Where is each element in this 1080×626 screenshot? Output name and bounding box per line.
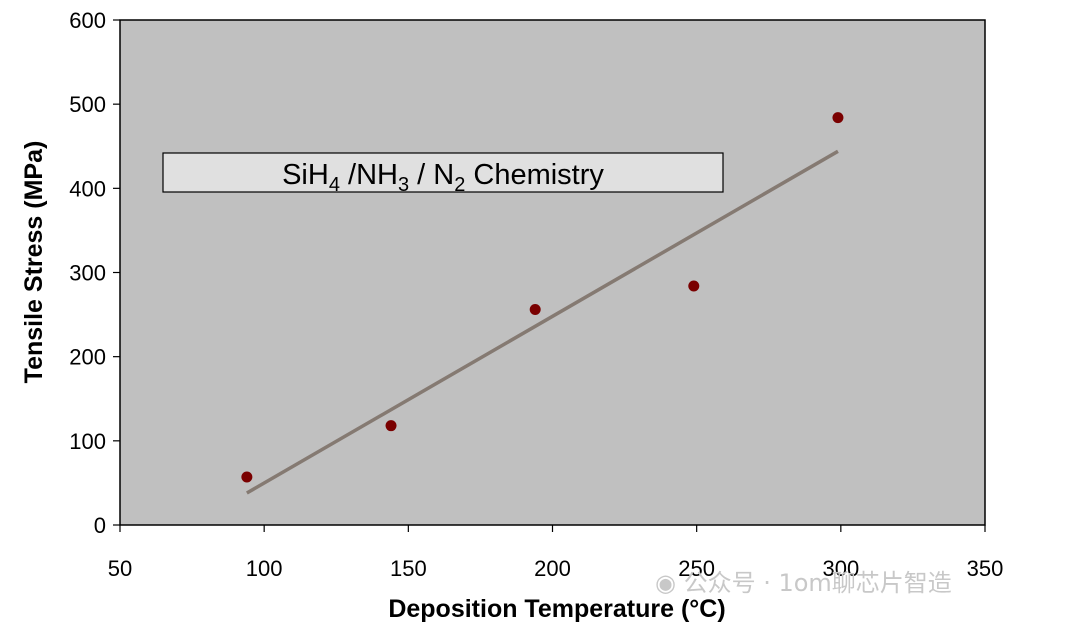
x-tick-label: 250	[678, 556, 715, 581]
y-tick-label: 0	[94, 513, 106, 538]
y-tick-label: 500	[69, 92, 106, 117]
plot-area	[119, 19, 986, 526]
annotation-box: SiH4 /NH3 / N2 Chemistry	[162, 152, 724, 196]
annotation-box-frame	[162, 152, 724, 193]
watermark-text: 公众号 · 1om聊芯片智造	[683, 569, 952, 597]
data-points	[241, 112, 844, 483]
y-tick-label: 600	[69, 8, 106, 33]
annotation-segment: SiH	[282, 159, 329, 191]
annotation-subscript: 2	[454, 174, 465, 196]
x-tick-label: 300	[822, 556, 859, 581]
data-point	[241, 471, 253, 483]
trendline	[245, 149, 839, 495]
annotation-segment: / N	[409, 159, 454, 191]
x-tick-label: 200	[534, 556, 571, 581]
annotation-segment: /NH	[340, 159, 398, 191]
annotation-subscript: 4	[329, 174, 340, 196]
x-tick-label: 50	[108, 556, 132, 581]
data-point	[832, 112, 844, 124]
data-point	[385, 420, 397, 432]
x-tick-label: 150	[390, 556, 427, 581]
watermark: ◉ 公众号 · 1om聊芯片智造	[655, 563, 952, 598]
data-point	[688, 280, 700, 292]
annotation-subscript: 3	[398, 174, 409, 196]
y-axis: 0 100 200 300 400 500 600	[69, 8, 120, 538]
x-axis-title: Deposition Temperature (°C)	[388, 595, 725, 623]
y-tick-label: 400	[69, 176, 106, 201]
y-axis-title: Tensile Stress (MPa)	[20, 141, 48, 384]
annotation-text: SiH4 /NH3 / N2 Chemistry	[282, 159, 604, 196]
y-tick-label: 100	[69, 429, 106, 454]
y-tick-label: 300	[69, 261, 106, 286]
annotation-segment: Chemistry	[465, 159, 604, 191]
x-tick-label: 350	[967, 556, 1004, 581]
y-tick-label: 200	[69, 345, 106, 370]
wechat-icon: ◉	[655, 569, 676, 597]
data-point	[529, 304, 541, 316]
x-tick-label: 100	[246, 556, 283, 581]
x-axis: 50 100 150 200 250 300 350	[108, 525, 1004, 581]
